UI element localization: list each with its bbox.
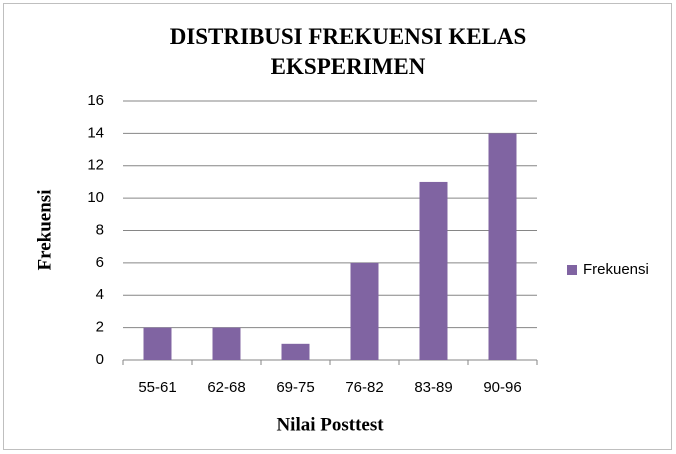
y-tick-label: 6 xyxy=(96,254,104,271)
y-tick-label: 14 xyxy=(87,124,104,141)
legend-label: Frekuensi xyxy=(583,261,649,278)
y-axis-label: Frekuensi xyxy=(34,190,55,271)
x-tick-label: 69-75 xyxy=(276,379,314,396)
y-tick-label: 0 xyxy=(96,351,104,368)
bar xyxy=(281,343,310,360)
x-tick-label: 76-82 xyxy=(345,379,383,396)
bar xyxy=(350,262,379,360)
bar xyxy=(212,327,241,360)
x-tick-label: 55-61 xyxy=(138,379,176,396)
x-axis-label: Nilai Posttest xyxy=(276,414,384,435)
x-tick-label: 83-89 xyxy=(414,379,452,396)
bar xyxy=(419,181,448,360)
y-tick-label: 16 xyxy=(87,92,104,109)
y-tick-label: 4 xyxy=(96,286,104,303)
chart-border xyxy=(3,3,672,450)
y-tick-label: 8 xyxy=(96,221,104,238)
x-tick-label: 90-96 xyxy=(483,379,521,396)
y-tick-label: 10 xyxy=(87,189,104,206)
x-tick-label: 62-68 xyxy=(207,379,245,396)
bar xyxy=(143,327,172,360)
y-tick-label: 12 xyxy=(87,157,104,174)
bar xyxy=(488,133,517,360)
chart-title: DISTRIBUSI FREKUENSI KELAS EKSPERIMEN xyxy=(169,24,527,79)
legend-swatch xyxy=(567,265,577,275)
y-tick-label: 2 xyxy=(96,319,104,336)
